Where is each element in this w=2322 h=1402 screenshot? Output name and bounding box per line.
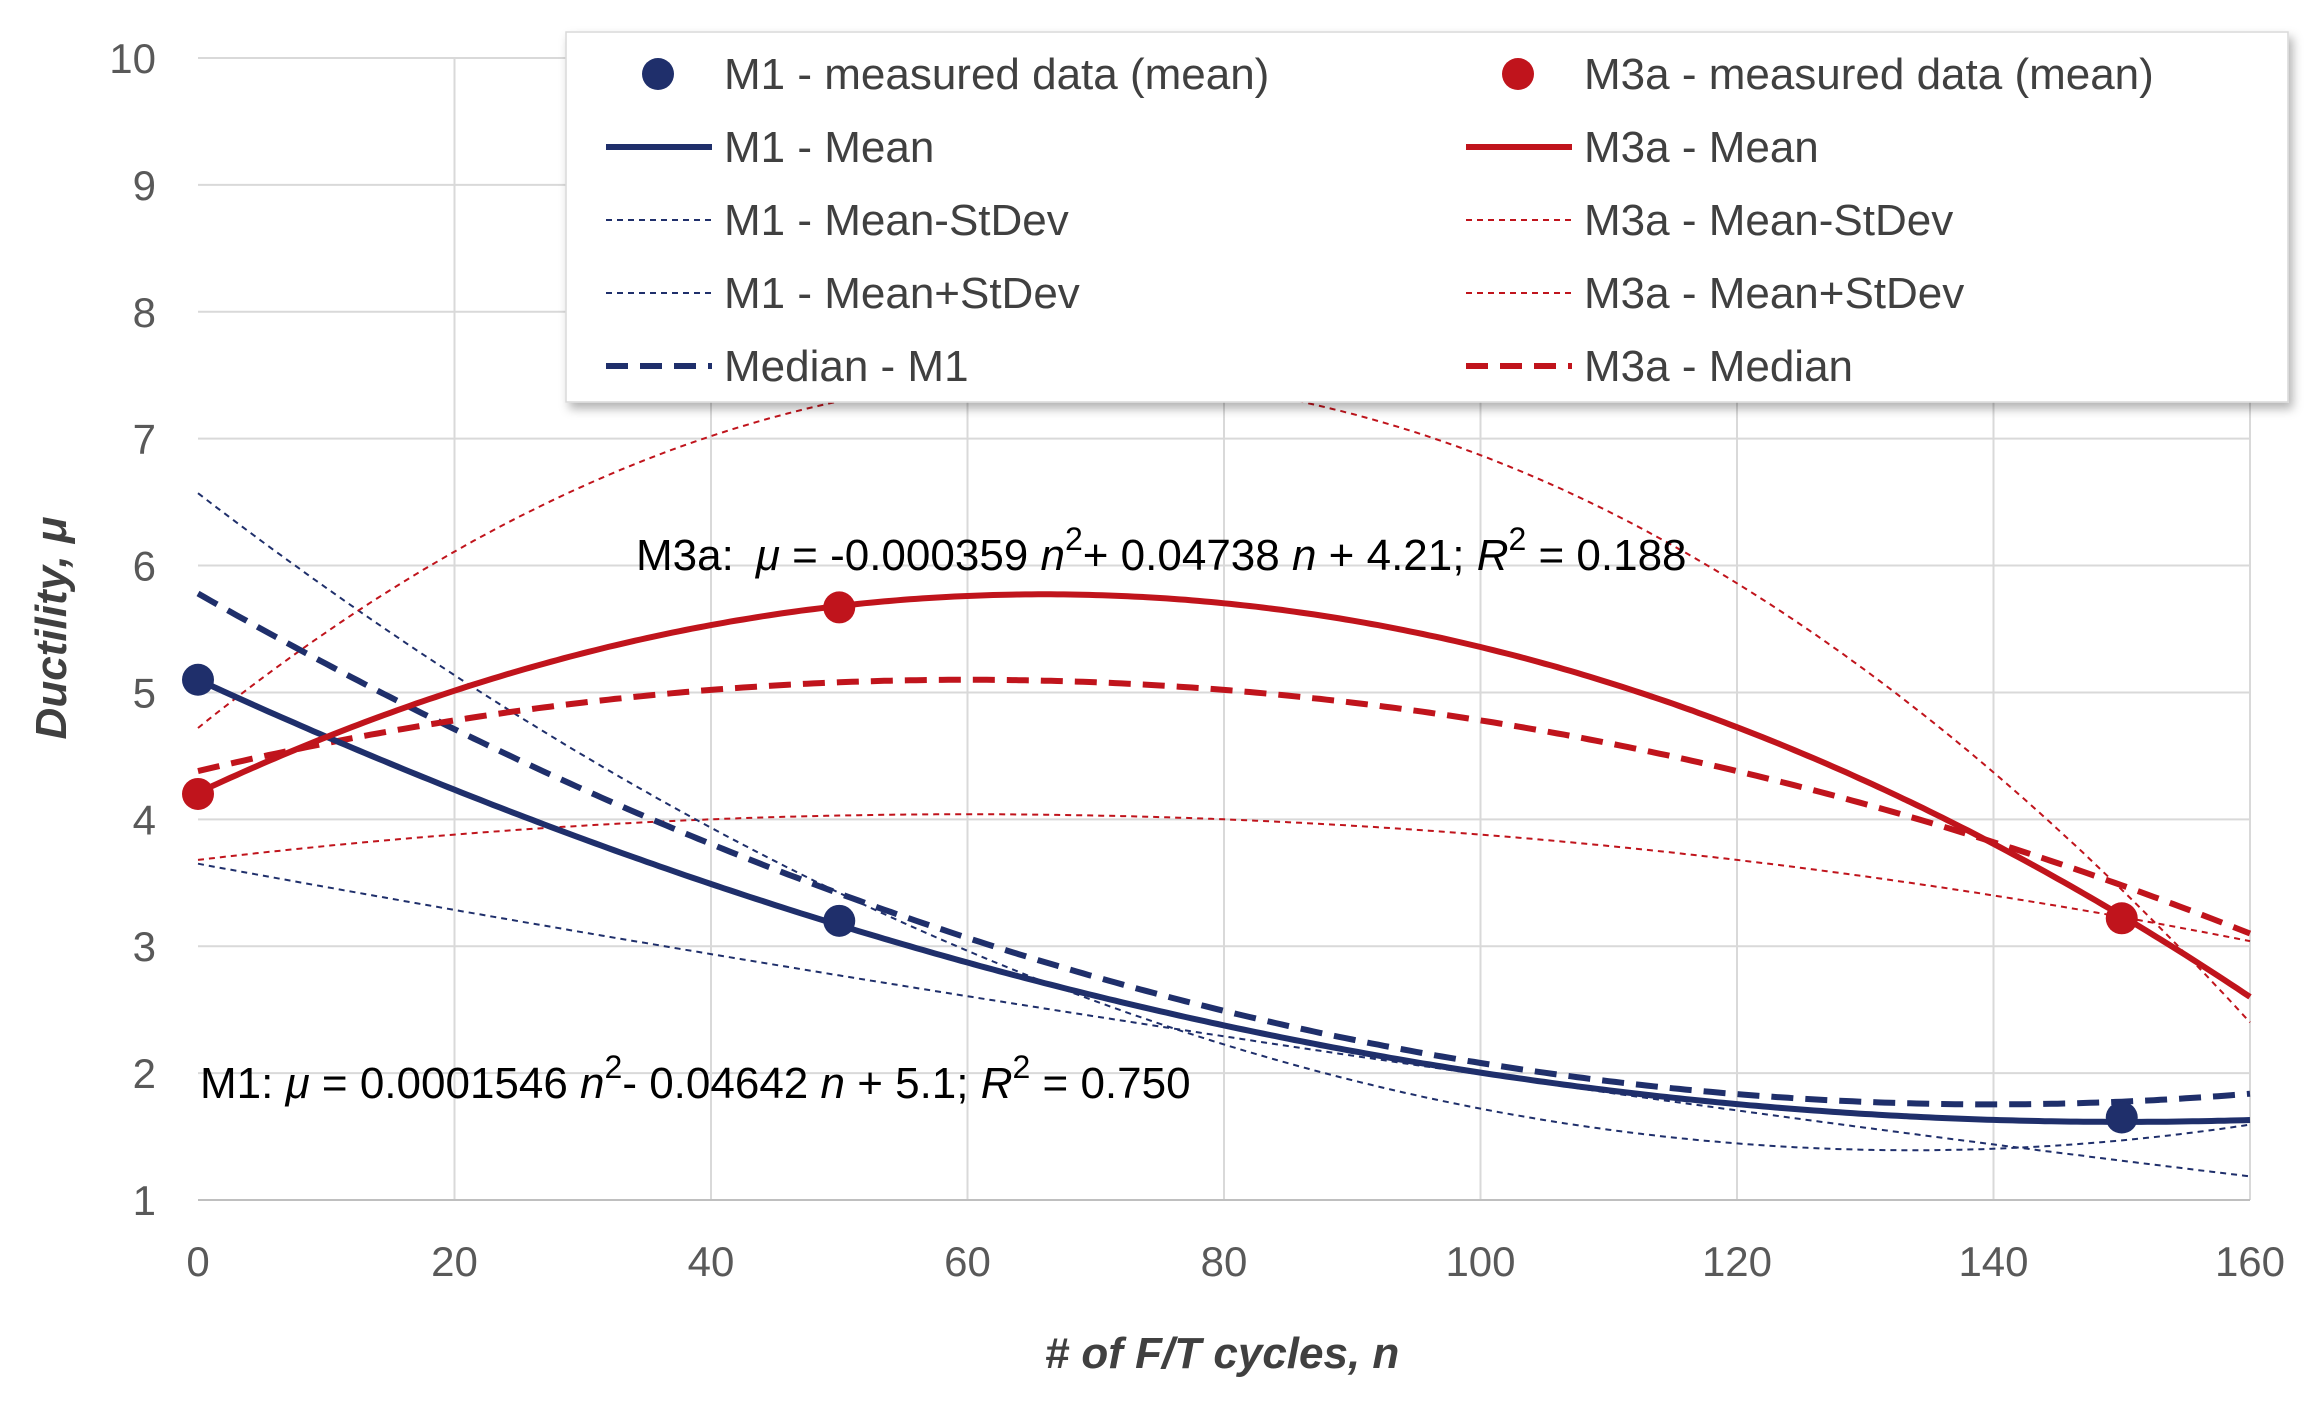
legend-items: M1 - measured data (mean) M3a - measured … bbox=[606, 50, 2154, 391]
m1-measured-data-mean-point bbox=[182, 663, 214, 696]
y-tick-label: 1 bbox=[133, 1177, 156, 1224]
x-tick-label: 100 bbox=[1445, 1238, 1515, 1285]
m3a-equation-r: R bbox=[1477, 531, 1509, 580]
m3a-measured-data-mean-legend-sample bbox=[1502, 58, 1534, 90]
m1-measured-data-mean-point bbox=[2105, 1101, 2138, 1134]
m3a-mean-stdev-line bbox=[197, 813, 2251, 943]
m3a-mean-legend-label: M3a - Mean bbox=[1584, 123, 1819, 172]
m3a-equation-n1: n bbox=[1040, 531, 1064, 580]
m3a-equation-c: + 4.21; bbox=[1316, 531, 1476, 580]
m1-equation-r: R bbox=[981, 1059, 1013, 1108]
m1-mean-stdev-line bbox=[197, 492, 2251, 1152]
m3a-mean-stdev-legend-label: M3a - Mean+StDev bbox=[1584, 269, 1964, 318]
y-tick-labels: 1 2 3 4 5 6 7 8 9 10 bbox=[109, 35, 156, 1224]
x-tick-label: 80 bbox=[1201, 1238, 1248, 1285]
m3a-mean-stdev-legend-label: M3a - Mean-StDev bbox=[1584, 196, 1953, 245]
m3a-equation-a: = -0.000359 bbox=[780, 531, 1041, 580]
x-tick-label: 60 bbox=[944, 1238, 991, 1285]
m1-equation-d: = 0.750 bbox=[1030, 1059, 1190, 1108]
m1-mean-line bbox=[196, 677, 2251, 1125]
m3a-measured-data-mean-point bbox=[823, 591, 856, 624]
m1-equation-n2: n bbox=[820, 1059, 844, 1108]
median-m1-line bbox=[196, 590, 2251, 1108]
m3a-equation-n2: n bbox=[1292, 531, 1316, 580]
x-tick-label: 120 bbox=[1702, 1238, 1772, 1285]
m1-mean-stdev-legend-label: M1 - Mean+StDev bbox=[724, 269, 1080, 318]
m3a-median-legend-label: M3a - Median bbox=[1584, 342, 1853, 391]
y-tick-label: 6 bbox=[133, 543, 156, 590]
m1-mean-stdev-line bbox=[197, 862, 2251, 1178]
x-axis-title: # of F/T cycles, n bbox=[1045, 1329, 1400, 1378]
y-tick-label: 9 bbox=[133, 162, 156, 209]
y-axis-title: Ductility, μ bbox=[27, 517, 76, 740]
m1-equation-b: - 0.04642 bbox=[622, 1059, 820, 1108]
legend-box bbox=[565, 31, 2289, 403]
m3a-equation-sup: 2 bbox=[1065, 521, 1083, 557]
m1-measured-data-mean-point bbox=[823, 904, 856, 937]
y-tick-label: 8 bbox=[133, 289, 156, 336]
y-tick-label: 2 bbox=[133, 1050, 156, 1097]
y-tick-label: 7 bbox=[133, 416, 156, 463]
data-markers bbox=[182, 591, 2138, 1134]
m1-equation-c: + 5.1; bbox=[845, 1059, 981, 1108]
median-m1-legend-label: Median - M1 bbox=[724, 342, 969, 391]
y-tick-label: 4 bbox=[133, 796, 156, 843]
m3a-equation-b: + 0.04738 bbox=[1083, 531, 1292, 580]
m3a-equation-label: M3a: bbox=[636, 531, 734, 580]
m3a-measured-data-mean-legend-label: M3a - measured data (mean) bbox=[1584, 50, 2154, 99]
m1-equation-sup: 2 bbox=[605, 1049, 623, 1085]
m1-measured-data-mean-legend-label: M1 - measured data (mean) bbox=[724, 50, 1269, 99]
y-tick-label: 10 bbox=[109, 35, 156, 82]
y-tick-label: 5 bbox=[133, 669, 156, 716]
m3a-measured-data-mean-point bbox=[182, 777, 214, 810]
x-tick-label: 40 bbox=[688, 1238, 735, 1285]
m1-measured-data-mean-legend-sample bbox=[642, 58, 674, 90]
x-tick-label: 0 bbox=[186, 1238, 209, 1285]
m3a-median-line bbox=[197, 676, 2252, 937]
x-tick-label: 20 bbox=[431, 1238, 478, 1285]
m1-equation-label: M1: bbox=[200, 1059, 286, 1108]
m1-equation-r-sup: 2 bbox=[1013, 1049, 1031, 1085]
legend: M1 - measured data (mean) M3a - measured … bbox=[565, 31, 2289, 403]
m3a-equation-annotation: M3a: μ = -0.000359 n2+ 0.04738 n + 4.21; … bbox=[636, 521, 1687, 580]
m3a-equation-r-sup: 2 bbox=[1508, 521, 1526, 557]
m3a-mean-line bbox=[196, 591, 2252, 1000]
y-tick-label: 3 bbox=[133, 923, 156, 970]
m1-equation-annotation: M1: μ = 0.0001546 n2- 0.04642 n + 5.1; R… bbox=[200, 1049, 1191, 1108]
m1-equation-n1: n bbox=[580, 1059, 604, 1108]
m1-mean-stdev-legend-label: M1 - Mean-StDev bbox=[724, 196, 1069, 245]
m3a-equation-mu: μ bbox=[755, 531, 780, 580]
x-tick-label: 160 bbox=[2215, 1238, 2285, 1285]
m1-mean-legend-label: M1 - Mean bbox=[724, 123, 934, 172]
x-tick-label: 140 bbox=[1958, 1238, 2028, 1285]
m3a-equation-d: = 0.188 bbox=[1526, 531, 1686, 580]
m1-equation-mu: μ bbox=[285, 1059, 310, 1108]
x-tick-labels: 0 20 40 60 80 100 120 140 160 bbox=[186, 1238, 2285, 1285]
m3a-measured-data-mean-point bbox=[2105, 902, 2138, 935]
m1-equation-a: = 0.0001546 bbox=[310, 1059, 580, 1108]
